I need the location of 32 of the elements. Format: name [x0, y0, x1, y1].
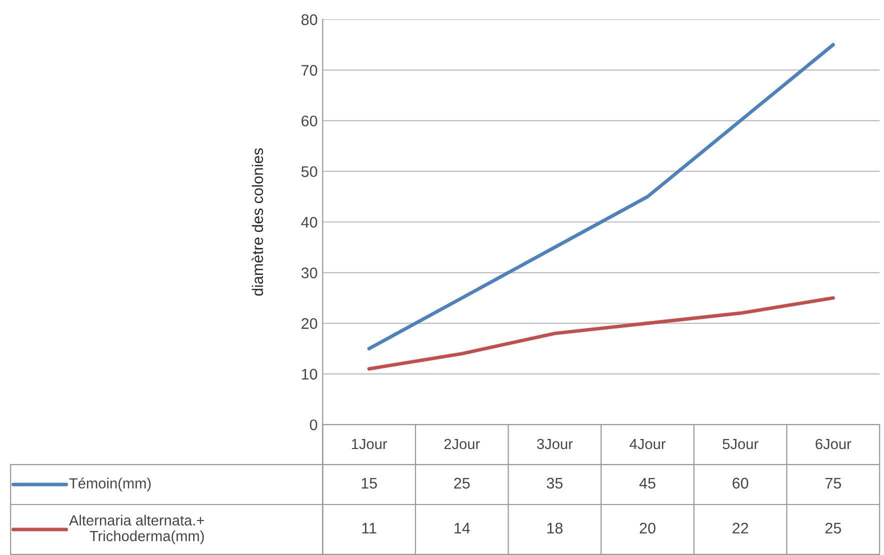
- line-series: [367, 296, 835, 371]
- line-series: [367, 43, 835, 350]
- data-label: 22: [732, 522, 748, 534]
- x-tick-label: 4Jour: [630, 439, 666, 450]
- data-label: 25: [825, 522, 842, 534]
- data-label: 20: [640, 522, 656, 534]
- data-label: 11: [362, 522, 376, 534]
- data-label: 45: [639, 478, 656, 489]
- data-label: 60: [732, 478, 748, 489]
- legend-label: Témoin(mm): [69, 478, 151, 492]
- y-tick-label: 40: [301, 216, 318, 228]
- y-tick-label: 60: [302, 116, 318, 126]
- legend-label: Alternaria alternata.+ Trichoderma(mm): [68, 514, 204, 544]
- data-label: 15: [362, 478, 377, 489]
- x-tick-label: 6Jour: [816, 438, 852, 450]
- data-label: 25: [454, 478, 470, 489]
- x-tick-label: 3Jour: [537, 438, 573, 450]
- y-tick-label: 30: [301, 268, 318, 278]
- y-axis-title: diamètre des colonies: [252, 148, 264, 296]
- data-label: 75: [825, 478, 842, 489]
- x-tick-label: 1Jour: [352, 439, 388, 450]
- y-tick-label: 10: [302, 368, 318, 380]
- y-tick-label: 20: [302, 318, 318, 329]
- y-tick-label: 0: [310, 419, 318, 430]
- data-label: 18: [547, 522, 563, 534]
- y-tick-label: 70: [302, 64, 318, 76]
- x-tick-label: 5Jour: [722, 439, 758, 450]
- y-tick-label: 80: [301, 14, 318, 26]
- data-label: 14: [454, 522, 470, 534]
- y-tick-label: 50: [301, 166, 318, 178]
- data-label: 35: [546, 478, 563, 489]
- x-tick-label: 2Jour: [444, 438, 480, 450]
